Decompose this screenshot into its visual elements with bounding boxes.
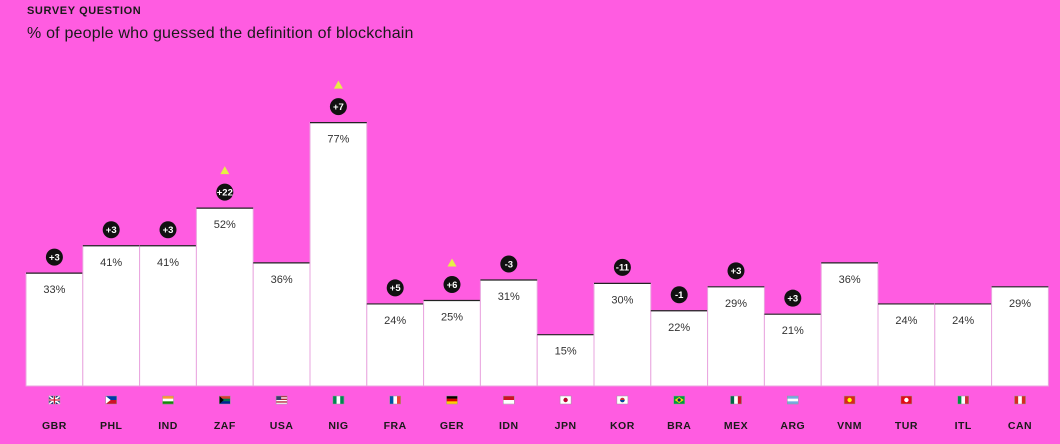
change-badge (159, 221, 177, 239)
bar-value-label: 24% (952, 315, 974, 327)
change-badge-label: +3 (106, 225, 117, 236)
bar-value-label: 29% (1009, 298, 1031, 310)
bar-value-label: 30% (611, 294, 633, 306)
change-badge-label: -11 (616, 263, 630, 274)
bar (934, 303, 993, 387)
category-label: IND (158, 420, 178, 432)
bar-value-label: 36% (839, 274, 861, 286)
bar-value-label: 41% (157, 257, 179, 269)
category-label: IDN (499, 420, 519, 432)
change-badge (727, 262, 745, 280)
bar (25, 272, 84, 387)
change-badge (216, 183, 234, 201)
category-label: NIG (328, 420, 348, 432)
bar (707, 286, 765, 387)
bar (252, 262, 311, 387)
flag-ind-icon (162, 395, 174, 405)
highlight-triangle-icon (447, 258, 457, 267)
bar-value-label: 29% (725, 298, 747, 310)
flag-mex-icon (730, 395, 742, 405)
bar-value-label: 77% (327, 134, 349, 146)
category-label: JPN (555, 420, 577, 432)
bar-value-label: 21% (782, 325, 804, 337)
category-label: PHL (100, 420, 123, 432)
flag-can-icon (1014, 395, 1026, 405)
change-badge (102, 221, 120, 239)
bar (195, 207, 254, 387)
change-badge (443, 276, 461, 293)
category-label: VNM (837, 420, 862, 432)
flag-itl-icon (957, 395, 969, 405)
bar (309, 122, 368, 387)
bar (820, 262, 879, 387)
change-badge-label: -3 (505, 259, 513, 270)
change-badge (500, 255, 518, 273)
change-badge-label: +6 (447, 280, 458, 291)
bar (479, 279, 538, 387)
flag-kor-icon (616, 395, 629, 405)
flag-tur-icon (900, 395, 913, 405)
category-label: CAN (1008, 420, 1032, 432)
category-label: ITL (955, 420, 972, 432)
category-label: BRA (667, 420, 691, 432)
highlight-triangle-icon (333, 80, 343, 89)
flag-bra-icon (673, 395, 685, 405)
bar-value-label: 25% (441, 312, 463, 324)
change-badge (784, 289, 802, 307)
flag-phl-icon (105, 395, 117, 405)
bar-value-label: 33% (43, 284, 65, 296)
flag-zaf-icon (219, 395, 231, 405)
change-badge-label: +3 (49, 252, 60, 263)
flag-usa-icon (275, 395, 288, 405)
highlight-triangle-icon (220, 166, 230, 175)
change-badge (613, 258, 631, 276)
flag-ger-icon (446, 395, 458, 405)
flag-fra-icon (389, 395, 401, 405)
bar-value-label: 22% (668, 322, 690, 334)
change-badge (670, 286, 688, 304)
bar-value-label: 15% (555, 346, 577, 358)
flag-jpn-icon (559, 395, 572, 405)
category-label: GER (440, 420, 464, 432)
change-badge-label: +3 (731, 266, 742, 277)
flag-gbr-icon (48, 395, 61, 405)
bar-value-label: 36% (271, 274, 293, 286)
bar-value-label: 24% (895, 315, 917, 327)
category-label: GBR (42, 420, 67, 432)
change-badge-label: +7 (333, 102, 344, 113)
bar (82, 245, 141, 387)
change-badge-label: +5 (390, 283, 402, 294)
bar-value-label: 52% (214, 219, 236, 231)
survey-eyebrow: SURVEY QUESTION (27, 5, 142, 17)
flag-arg-icon (787, 395, 799, 405)
category-label: KOR (610, 420, 635, 432)
category-label: USA (270, 420, 294, 432)
category-label: ZAF (214, 420, 236, 432)
category-label: ARG (780, 420, 805, 432)
category-label: FRA (384, 420, 407, 432)
bar-value-label: 24% (384, 315, 406, 327)
change-badge (386, 279, 404, 297)
bar-value-label: 31% (498, 291, 520, 303)
change-badge (329, 98, 347, 116)
change-badge-label: +3 (787, 293, 798, 304)
chart-title: % of people who guessed the definition o… (27, 25, 414, 42)
change-badge (45, 248, 63, 266)
change-badge-label: +22 (217, 187, 233, 198)
bar (536, 334, 595, 387)
flag-idn-icon (503, 395, 515, 405)
bar (991, 286, 1049, 387)
flag-vnm-icon (843, 395, 856, 405)
bar (423, 300, 481, 387)
bar (139, 245, 197, 387)
change-badge-label: -1 (675, 290, 684, 301)
change-badge-label: +3 (163, 225, 174, 236)
category-label: TUR (895, 420, 918, 432)
bar-value-label: 41% (100, 257, 122, 269)
category-label: MEX (724, 420, 748, 432)
flag-nig-icon (332, 395, 345, 405)
